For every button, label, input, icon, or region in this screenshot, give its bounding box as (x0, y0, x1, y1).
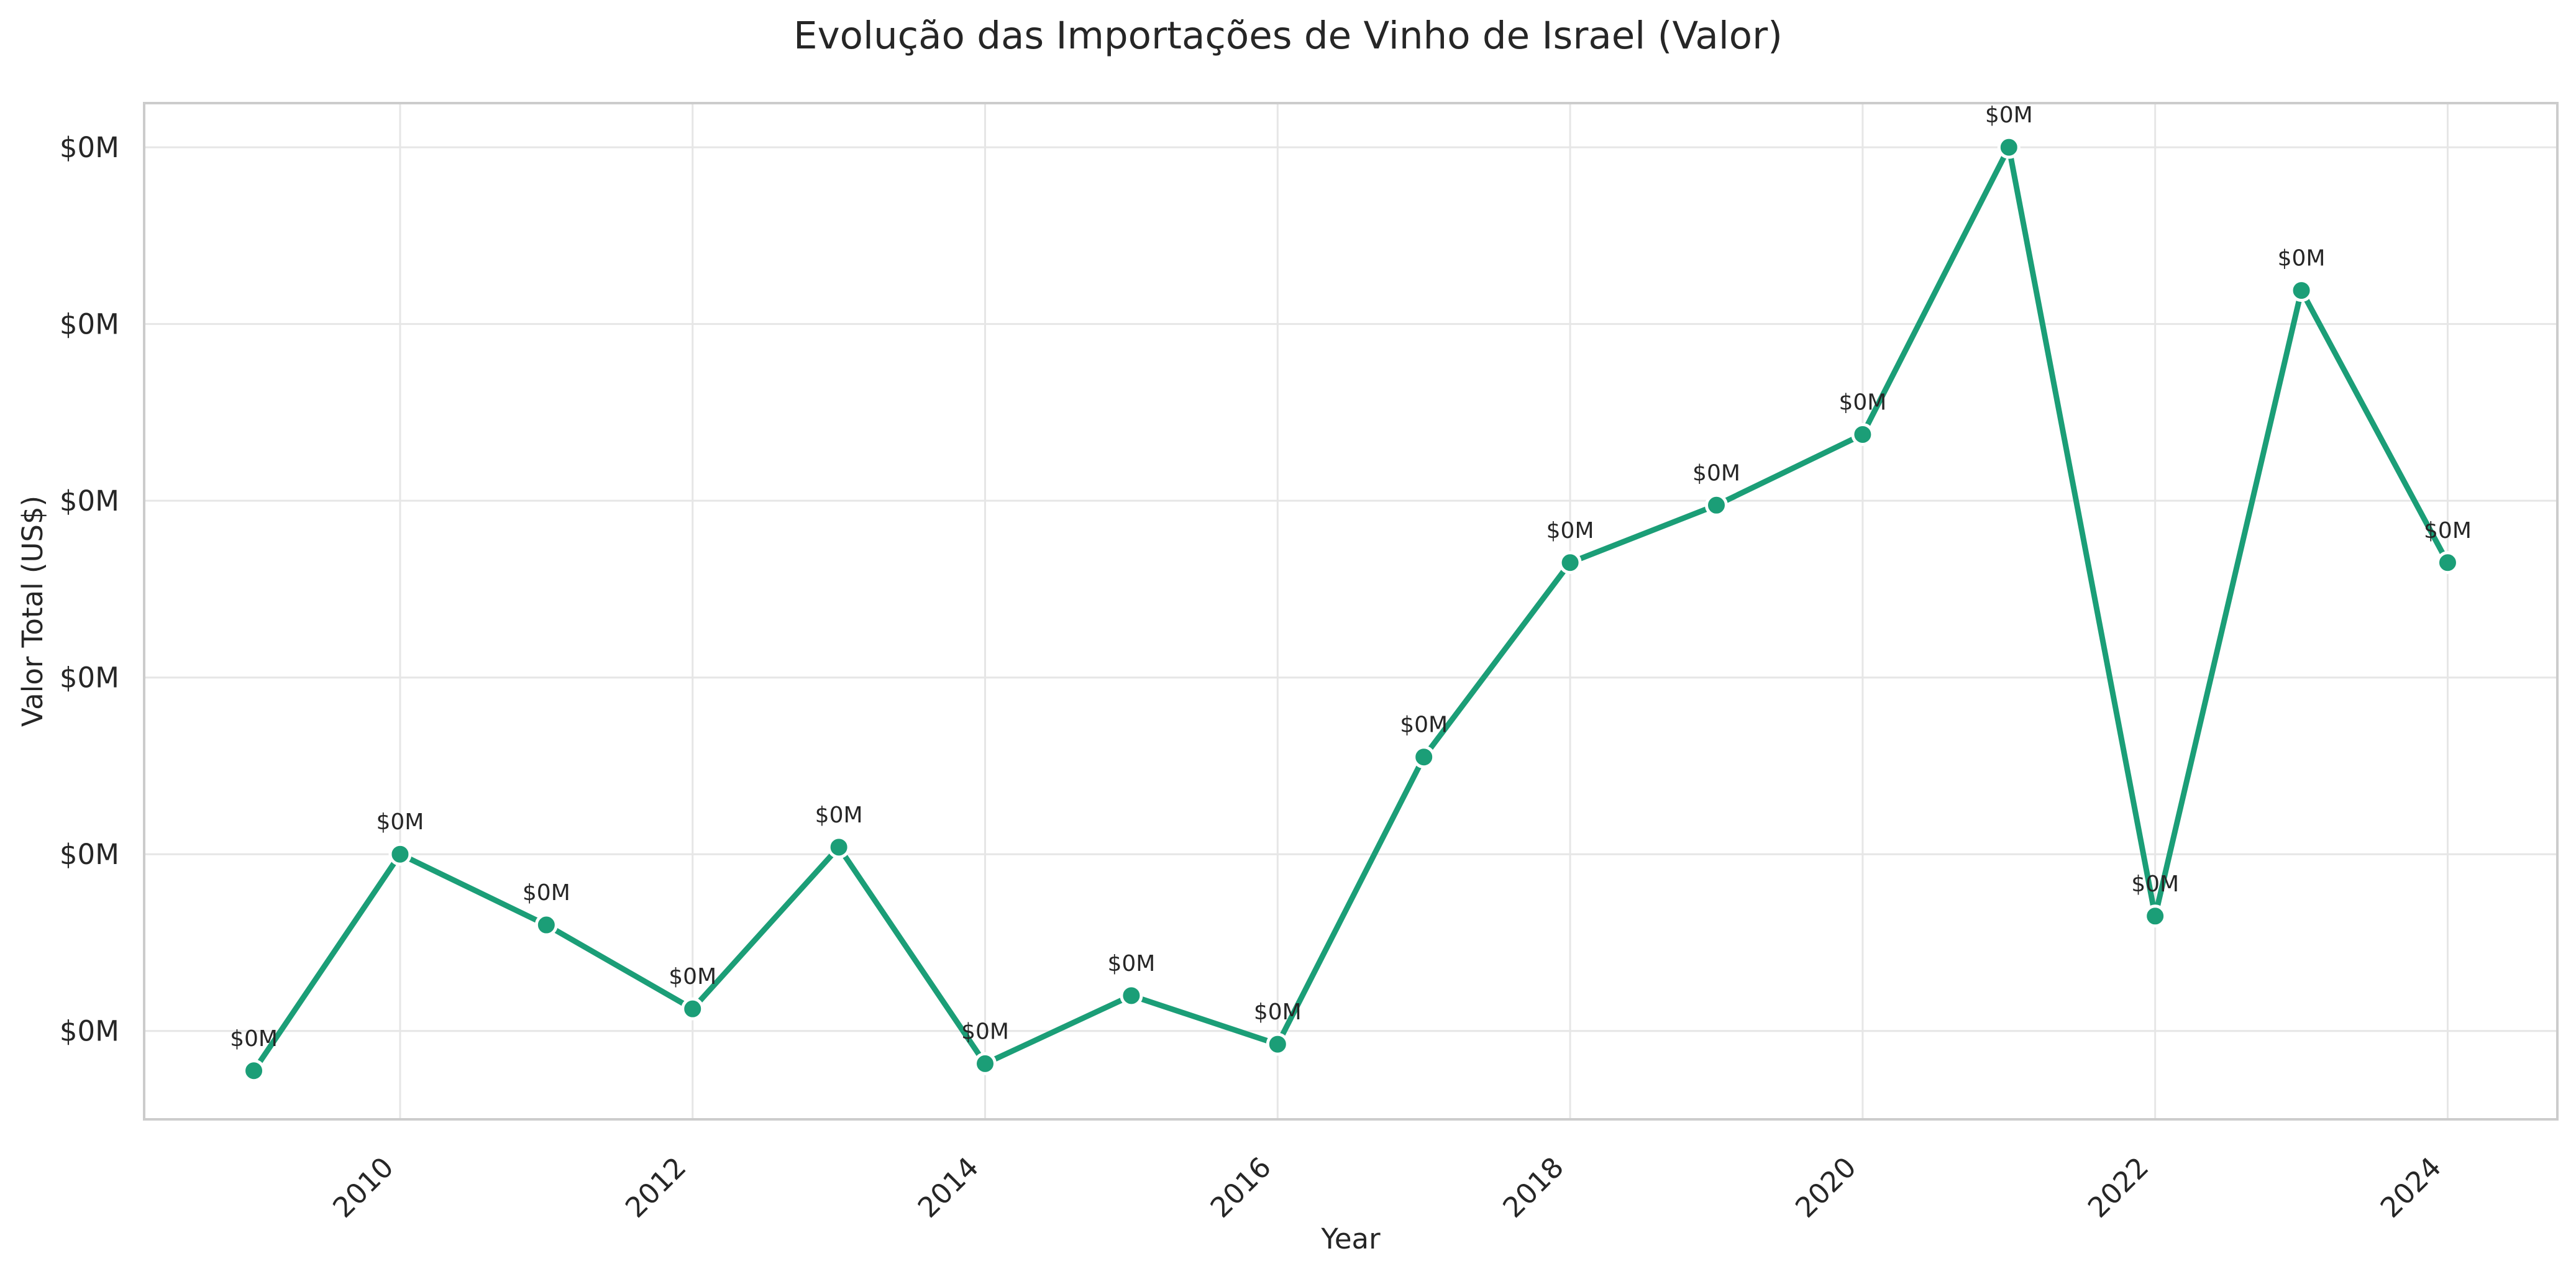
chart-title: Evolução das Importações de Vinho de Isr… (793, 14, 1783, 58)
x-tick-label: 2012 (619, 1150, 692, 1224)
data-point (2290, 279, 2313, 303)
data-point (827, 835, 851, 859)
data-label: $0M (1107, 951, 1155, 976)
x-tick-label: 2020 (1789, 1150, 1862, 1224)
series-layer (242, 135, 2459, 1083)
x-axis: 2010 2012 2014 2016 2018 2020 2022 2024 (326, 1150, 2447, 1224)
data-label: $0M (1838, 389, 1886, 415)
data-label: $0M (1546, 518, 1594, 544)
data-point (2144, 904, 2167, 928)
data-label: $0M (377, 809, 424, 835)
data-point (1558, 551, 1582, 575)
x-tick-label: 2024 (2374, 1150, 2447, 1224)
data-label: $0M (815, 803, 863, 828)
plot-frame (143, 102, 2559, 1121)
data-labels: $0M $0M $0M $0M $0M $0M $0M $0M $0M $0M $0M $0M $0M $… (230, 102, 2472, 1052)
data-label: $0M (1985, 102, 2033, 128)
x-axis-label: Year (1320, 1222, 1381, 1255)
y-tick-label: $0M (60, 308, 119, 341)
data-label: $0M (1692, 460, 1740, 486)
data-point (1704, 493, 1728, 517)
data-label: $0M (2131, 871, 2179, 897)
data-label: $0M (669, 964, 716, 990)
data-point (974, 1052, 997, 1075)
data-point (388, 842, 412, 866)
data-point (1120, 984, 1143, 1008)
data-label: $0M (1400, 712, 1448, 738)
data-label: $0M (2424, 518, 2472, 544)
data-point (1851, 422, 1875, 446)
grid (144, 103, 2557, 1119)
data-point (2436, 551, 2459, 575)
series-line (251, 144, 2450, 1074)
x-tick-label: 2014 (911, 1150, 985, 1224)
data-label: $0M (523, 880, 570, 906)
data-label: $0M (1254, 999, 1302, 1025)
y-tick-label: $0M (60, 485, 119, 517)
x-tick-label: 2016 (1204, 1150, 1277, 1224)
data-point (1412, 745, 1436, 769)
y-tick-label: $0M (60, 1015, 119, 1048)
y-axis: $0M $0M $0M $0M $0M $0M (60, 131, 119, 1048)
data-point (534, 913, 558, 937)
data-point (1997, 135, 2021, 159)
data-point (681, 997, 705, 1021)
x-tick-label: 2022 (2081, 1150, 2155, 1224)
data-label: $0M (2278, 246, 2326, 271)
y-tick-label: $0M (60, 838, 119, 871)
data-point (1266, 1032, 1289, 1056)
data-label: $0M (230, 1026, 278, 1052)
y-tick-label: $0M (60, 131, 119, 164)
data-label: $0M (961, 1019, 1009, 1044)
y-axis-label: Valor Total (US$) (16, 496, 49, 727)
x-tick-label: 2018 (1496, 1150, 1569, 1224)
x-tick-label: 2010 (326, 1150, 400, 1224)
data-point (242, 1059, 266, 1083)
y-tick-label: $0M (60, 662, 119, 694)
